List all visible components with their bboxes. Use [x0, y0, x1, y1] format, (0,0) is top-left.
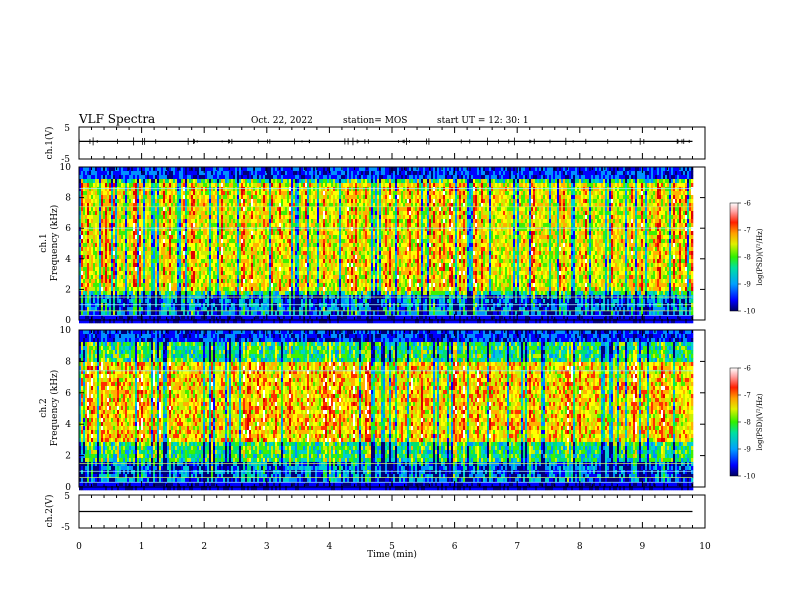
time-axis: 0 1 2 3 4 5 6 7 8 9 10 [76, 127, 711, 552]
colorbar-tick-label: -8 [744, 254, 751, 262]
ch2-ytick-bottom: -5 [61, 523, 70, 533]
freq-tick-label: 10 [60, 326, 72, 336]
start-time-label: start UT = 12: 30: 1 [437, 116, 529, 126]
freq-tick-label: 6 [65, 389, 71, 399]
ch2-spectrogram-ylabel-freq: Frequency (kHz) [49, 370, 60, 447]
colorbar-tick-label: -7 [744, 392, 751, 400]
freq-tick-label: 6 [65, 224, 71, 234]
ch1-colorbar-label: log(PSD)(V²/Hz) [756, 228, 764, 285]
freq-tick-label: 4 [65, 420, 71, 430]
colorbar-tick-label: -9 [744, 446, 751, 454]
time-tick-label: 7 [514, 542, 520, 552]
freq-tick-label: 0 [65, 316, 71, 326]
ch1-waveform-ylabel: ch.1(V) [44, 127, 55, 160]
figure-title: VLF Spectra [78, 112, 155, 126]
ch2-spectrogram-image [79, 330, 694, 491]
freq-tick-label: 2 [65, 285, 71, 295]
ch2-spectrogram-panel: 0 2 4 6 8 10 ch.2 Frequency (kHz) -6 -7 -8 -9 -10… [39, 326, 764, 493]
time-tick-label: 1 [139, 542, 145, 552]
ch2-spectrogram-ylabel-channel: ch.2 [39, 398, 49, 417]
ch1-colorbar [729, 202, 739, 312]
time-tick-label: 8 [577, 542, 583, 552]
freq-tick-label: 4 [65, 255, 71, 265]
freq-tick-label: 2 [65, 452, 71, 462]
time-tick-label: 2 [201, 542, 207, 552]
colorbar-tick-label: -8 [744, 419, 751, 427]
freq-tick-label: 10 [60, 163, 72, 173]
freq-tick-label: 8 [65, 357, 71, 367]
ch1-waveform-spikes [78, 137, 690, 146]
time-tick-label: 4 [327, 542, 333, 552]
time-tick-label: 3 [264, 542, 270, 552]
colorbar-tick-label: -9 [744, 281, 751, 289]
ch1-spectrogram-panel: 0 2 4 6 8 10 ch.1 Frequency (kHz) -6 -7 -8 -9 -10… [39, 163, 764, 326]
ch1-ytick-top: 5 [64, 124, 70, 134]
ch1-waveform-panel: 5 -5 ch.1(V) [44, 124, 706, 165]
station-label: station= MOS [343, 116, 407, 126]
date-label: Oct. 22, 2022 [251, 116, 313, 126]
colorbar-tick-label: -7 [744, 227, 751, 235]
ch1-spectrogram-ylabel-channel: ch.1 [39, 233, 49, 252]
time-tick-label: 10 [699, 542, 711, 552]
time-tick-label: 9 [640, 542, 646, 552]
time-tick-label: 0 [76, 542, 82, 552]
time-tick-label: 5 [389, 542, 395, 552]
ch2-waveform-panel: 5 -5 ch.2(V) [44, 492, 706, 533]
ch2-colorbar [729, 367, 739, 477]
freq-tick-label: 8 [65, 194, 71, 204]
ch2-waveform-ylabel: ch.2(V) [44, 495, 55, 528]
ch1-spectrogram-image [79, 167, 694, 324]
colorbar-tick-label: -10 [744, 308, 755, 316]
colorbar-tick-label: -6 [744, 200, 751, 208]
time-tick-label: 6 [452, 542, 458, 552]
ch1-spectrogram-ylabel-freq: Frequency (kHz) [49, 205, 60, 282]
freq-tick-label: 0 [65, 483, 71, 493]
ch1-ytick-bottom: -5 [61, 155, 70, 165]
colorbar-tick-label: -6 [744, 365, 751, 373]
colorbar-tick-label: -10 [744, 473, 755, 481]
ch2-ytick-top: 5 [64, 492, 70, 502]
time-axis-label: Time (min) [367, 549, 417, 560]
ch2-colorbar-label: log(PSD)(V²/Hz) [756, 393, 764, 450]
